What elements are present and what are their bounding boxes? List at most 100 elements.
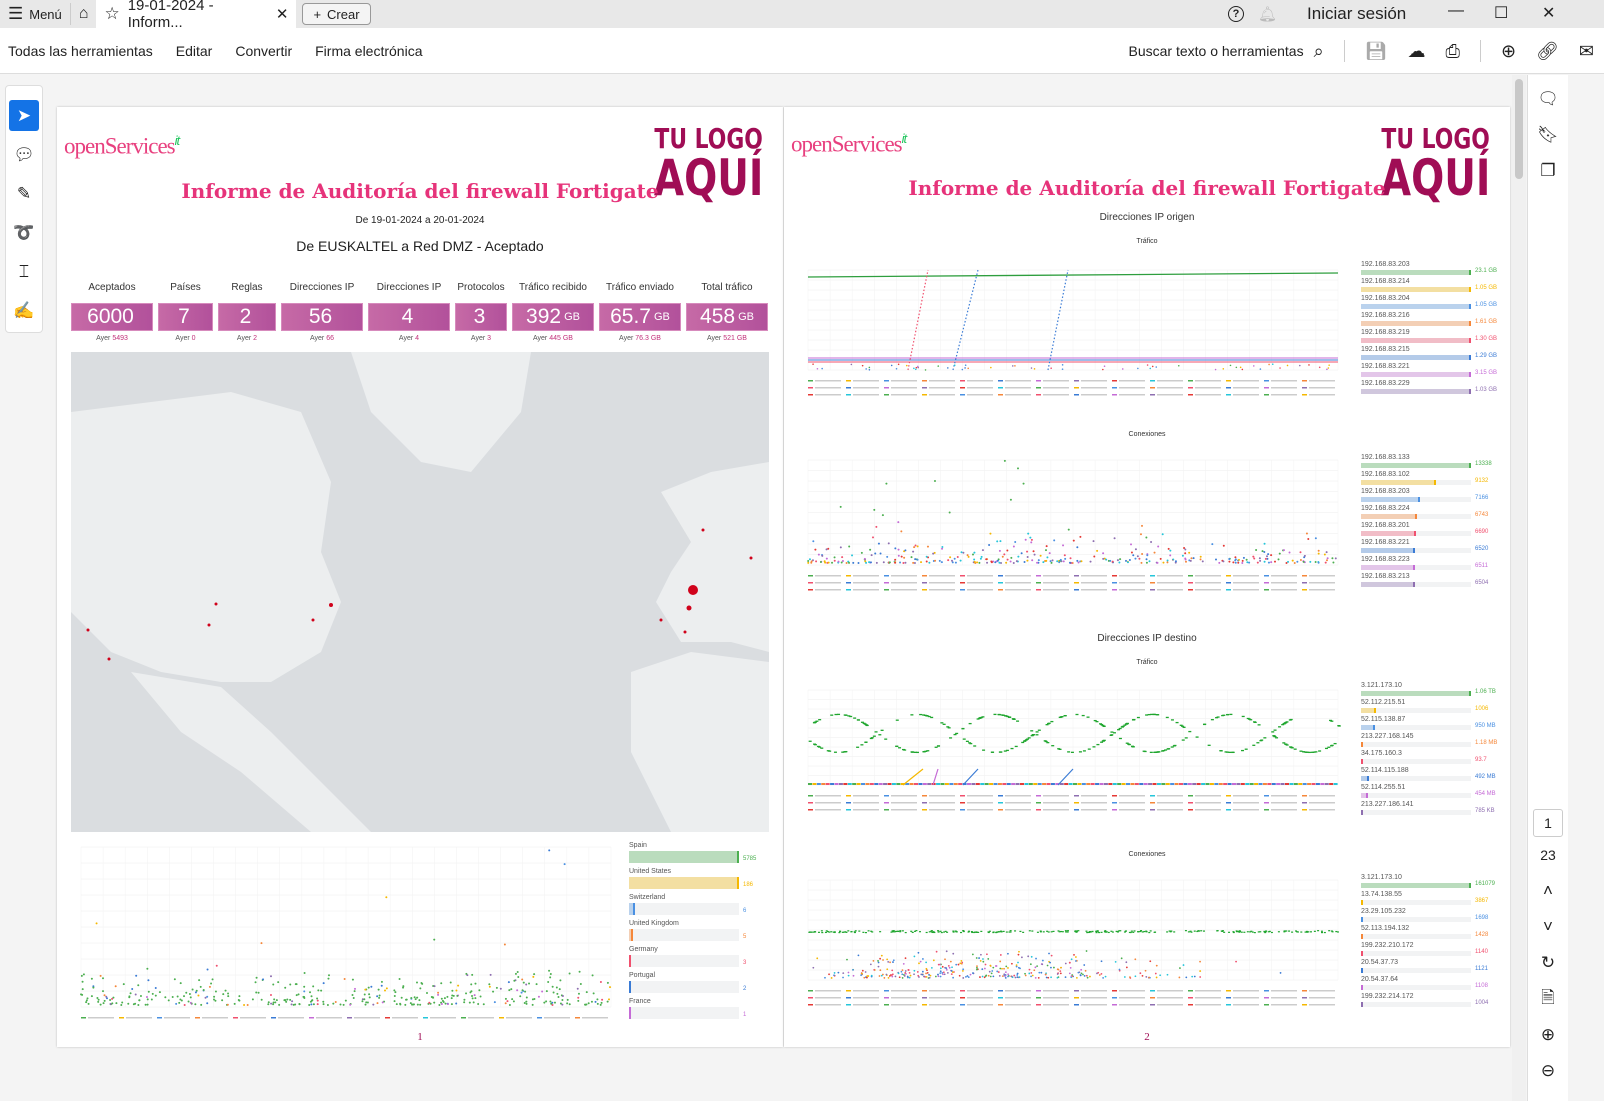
data-point xyxy=(961,970,964,972)
legend-item[interactable]: 192.168.83.204 1.05 GB xyxy=(1361,295,1501,312)
close-window-button[interactable]: ✕ xyxy=(1542,5,1556,22)
zoom-out-icon[interactable]: ⊖ xyxy=(1540,1061,1556,1080)
legend-item[interactable]: 192.168.83.219 1.30 GB xyxy=(1361,329,1501,346)
legend-bar-fill xyxy=(629,955,632,967)
legend-item[interactable]: 192.168.83.223 6511 xyxy=(1361,556,1501,573)
close-tab-icon[interactable]: ✕ xyxy=(275,6,289,23)
save-icon[interactable]: 💾︎ xyxy=(1364,40,1388,61)
world-map[interactable] xyxy=(71,352,769,832)
data-point xyxy=(856,719,860,721)
vertical-scrollbar[interactable] xyxy=(1512,75,1526,1101)
menu-1[interactable]: Editar xyxy=(175,42,213,59)
star-icon[interactable]: ☆ xyxy=(104,4,120,23)
legend-item[interactable]: 192.168.83.102 9132 xyxy=(1361,471,1501,488)
page-fit-icon[interactable]: 🗎 xyxy=(1541,987,1555,1007)
bookmarks-icon[interactable]: 🔖︎ xyxy=(1537,125,1559,144)
legend-item[interactable]: 213.227.168.145 1.18 MB xyxy=(1361,733,1501,750)
legend-item[interactable]: 192.168.83.221 3.15 GB xyxy=(1361,363,1501,380)
legend-item[interactable]: 213.227.186.141 785 KB xyxy=(1361,801,1501,818)
legend-item[interactable]: Switzerland 6 xyxy=(629,894,769,920)
legend-item[interactable]: 52.113.194.132 1428 xyxy=(1361,925,1501,942)
menu-0[interactable]: Todas las herramientas xyxy=(8,42,153,59)
legend-item[interactable]: 192.168.83.203 7166 xyxy=(1361,488,1501,505)
print-icon[interactable]: ⎙ xyxy=(1445,40,1460,61)
search-icon[interactable]: ⌕ xyxy=(1313,40,1324,61)
rotate-icon[interactable]: ↻ xyxy=(1540,953,1556,972)
legend-item[interactable]: 3.121.173.10 1.06 TB xyxy=(1361,682,1501,699)
legend-item[interactable]: 199.232.214.172 1004 xyxy=(1361,993,1501,1010)
search-tools-input[interactable]: Buscar texto o herramientas xyxy=(1128,43,1304,59)
legend-item[interactable]: 23.29.105.232 1698 xyxy=(1361,908,1501,925)
legend-item[interactable]: 52.114.115.188 492 MB xyxy=(1361,767,1501,784)
share-user-icon[interactable]: ⊕ xyxy=(1500,40,1517,61)
series-legend-swatch xyxy=(1036,990,1041,992)
link-icon[interactable]: 🔗︎ xyxy=(1536,40,1559,61)
legend-item[interactable]: 192.168.83.224 6743 xyxy=(1361,505,1501,522)
legend-item[interactable]: 34.175.160.3 93.7 xyxy=(1361,750,1501,767)
pages-icon[interactable]: ❐ xyxy=(1540,161,1556,180)
sign-in-button[interactable]: Iniciar sesión xyxy=(1307,4,1407,23)
current-page-box[interactable]: 1 xyxy=(1533,809,1563,837)
legend-item[interactable]: 192.168.83.201 6690 xyxy=(1361,522,1501,539)
legend-item[interactable]: 52.114.255.51 454 MB xyxy=(1361,784,1501,801)
data-point xyxy=(351,978,354,981)
home-button[interactable]: ⌂ xyxy=(71,0,97,28)
legend-item[interactable]: 20.54.37.64 1108 xyxy=(1361,976,1501,993)
legend-item[interactable]: 192.168.83.215 1.29 GB xyxy=(1361,346,1501,363)
legend-item[interactable]: United Kingdom 5 xyxy=(629,920,769,946)
document-tab[interactable]: ☆ 19-01-2024 - Inform... ✕ xyxy=(96,0,297,31)
legend-item[interactable]: Portugal 2 xyxy=(629,972,769,998)
mail-icon[interactable]: ✉ xyxy=(1578,40,1594,61)
menu-3[interactable]: Firma electrónica xyxy=(315,42,423,59)
legend-item[interactable]: 13.74.138.55 3867 xyxy=(1361,891,1501,908)
data-point xyxy=(863,723,867,725)
legend-item[interactable]: 192.168.83.133 13338 xyxy=(1361,454,1501,471)
bell-icon[interactable]: 🔔︎ xyxy=(1258,6,1278,23)
menu-button[interactable]: ☰ Menú xyxy=(0,0,70,28)
legend-item[interactable]: Spain 5785 xyxy=(629,842,769,868)
legend-item[interactable]: 192.168.83.229 1.03 GB xyxy=(1361,380,1501,397)
select-tool-icon[interactable]: ➤ xyxy=(9,100,39,131)
legend-item[interactable]: Germany 3 xyxy=(629,946,769,972)
legend-item[interactable]: 192.168.83.221 6520 xyxy=(1361,539,1501,556)
legend-item[interactable]: 192.168.83.216 1.61 GB xyxy=(1361,312,1501,329)
maximize-button[interactable]: ☐ xyxy=(1494,5,1509,22)
draw-freeform-icon[interactable]: ➰ xyxy=(13,222,35,242)
legend-item[interactable]: 199.232.210.172 1140 xyxy=(1361,942,1501,959)
zoom-in-icon[interactable]: ⊕ xyxy=(1540,1025,1556,1044)
legend-item[interactable]: France 1 xyxy=(629,998,769,1024)
kpi-label: Protocolos xyxy=(457,282,505,293)
highlight-pen-icon[interactable]: ✎ xyxy=(16,183,32,203)
help-icon[interactable]: ? xyxy=(1228,6,1244,22)
data-point xyxy=(471,997,474,1000)
data-point xyxy=(993,783,998,785)
series-legend-swatch xyxy=(1302,990,1307,992)
legend-item[interactable]: 52.115.138.87 950 MB xyxy=(1361,716,1501,733)
signature-icon[interactable]: ✍ xyxy=(13,300,35,320)
data-point xyxy=(854,930,857,932)
legend-item[interactable]: 52.112.215.51 1006 xyxy=(1361,699,1501,716)
legend-item[interactable]: 192.168.83.203 23.1 GB xyxy=(1361,261,1501,278)
legend-item[interactable]: 20.54.37.73 1121 xyxy=(1361,959,1501,976)
upload-cloud-icon[interactable]: ☁ xyxy=(1407,40,1426,61)
minimize-button[interactable]: — xyxy=(1448,2,1464,19)
add-comment-icon[interactable]: 💬︎ xyxy=(13,144,35,164)
data-point xyxy=(531,1003,534,1006)
create-button[interactable]: + Crear xyxy=(302,3,371,25)
data-point xyxy=(85,1001,88,1004)
data-point xyxy=(178,1001,181,1004)
data-point xyxy=(1077,783,1082,785)
legend-item[interactable]: United States 186 xyxy=(629,868,769,894)
legend-item[interactable]: 192.168.83.214 1.05 GB xyxy=(1361,278,1501,295)
comments-panel-icon[interactable]: 🗨 xyxy=(1537,89,1559,108)
series-legend-label xyxy=(891,582,917,584)
legend-item[interactable]: 3.121.173.10 161079 xyxy=(1361,874,1501,891)
data-point xyxy=(272,983,275,986)
legend-item[interactable]: 192.168.83.213 6504 xyxy=(1361,573,1501,590)
previous-page-icon[interactable]: ˄ xyxy=(1543,881,1553,900)
next-page-icon[interactable]: ˅ xyxy=(1543,917,1553,936)
data-point xyxy=(1228,560,1231,563)
menu-2[interactable]: Convertir xyxy=(235,42,293,59)
series-legend-label xyxy=(1233,809,1259,811)
text-select-icon[interactable]: ⌶ xyxy=(18,261,30,281)
